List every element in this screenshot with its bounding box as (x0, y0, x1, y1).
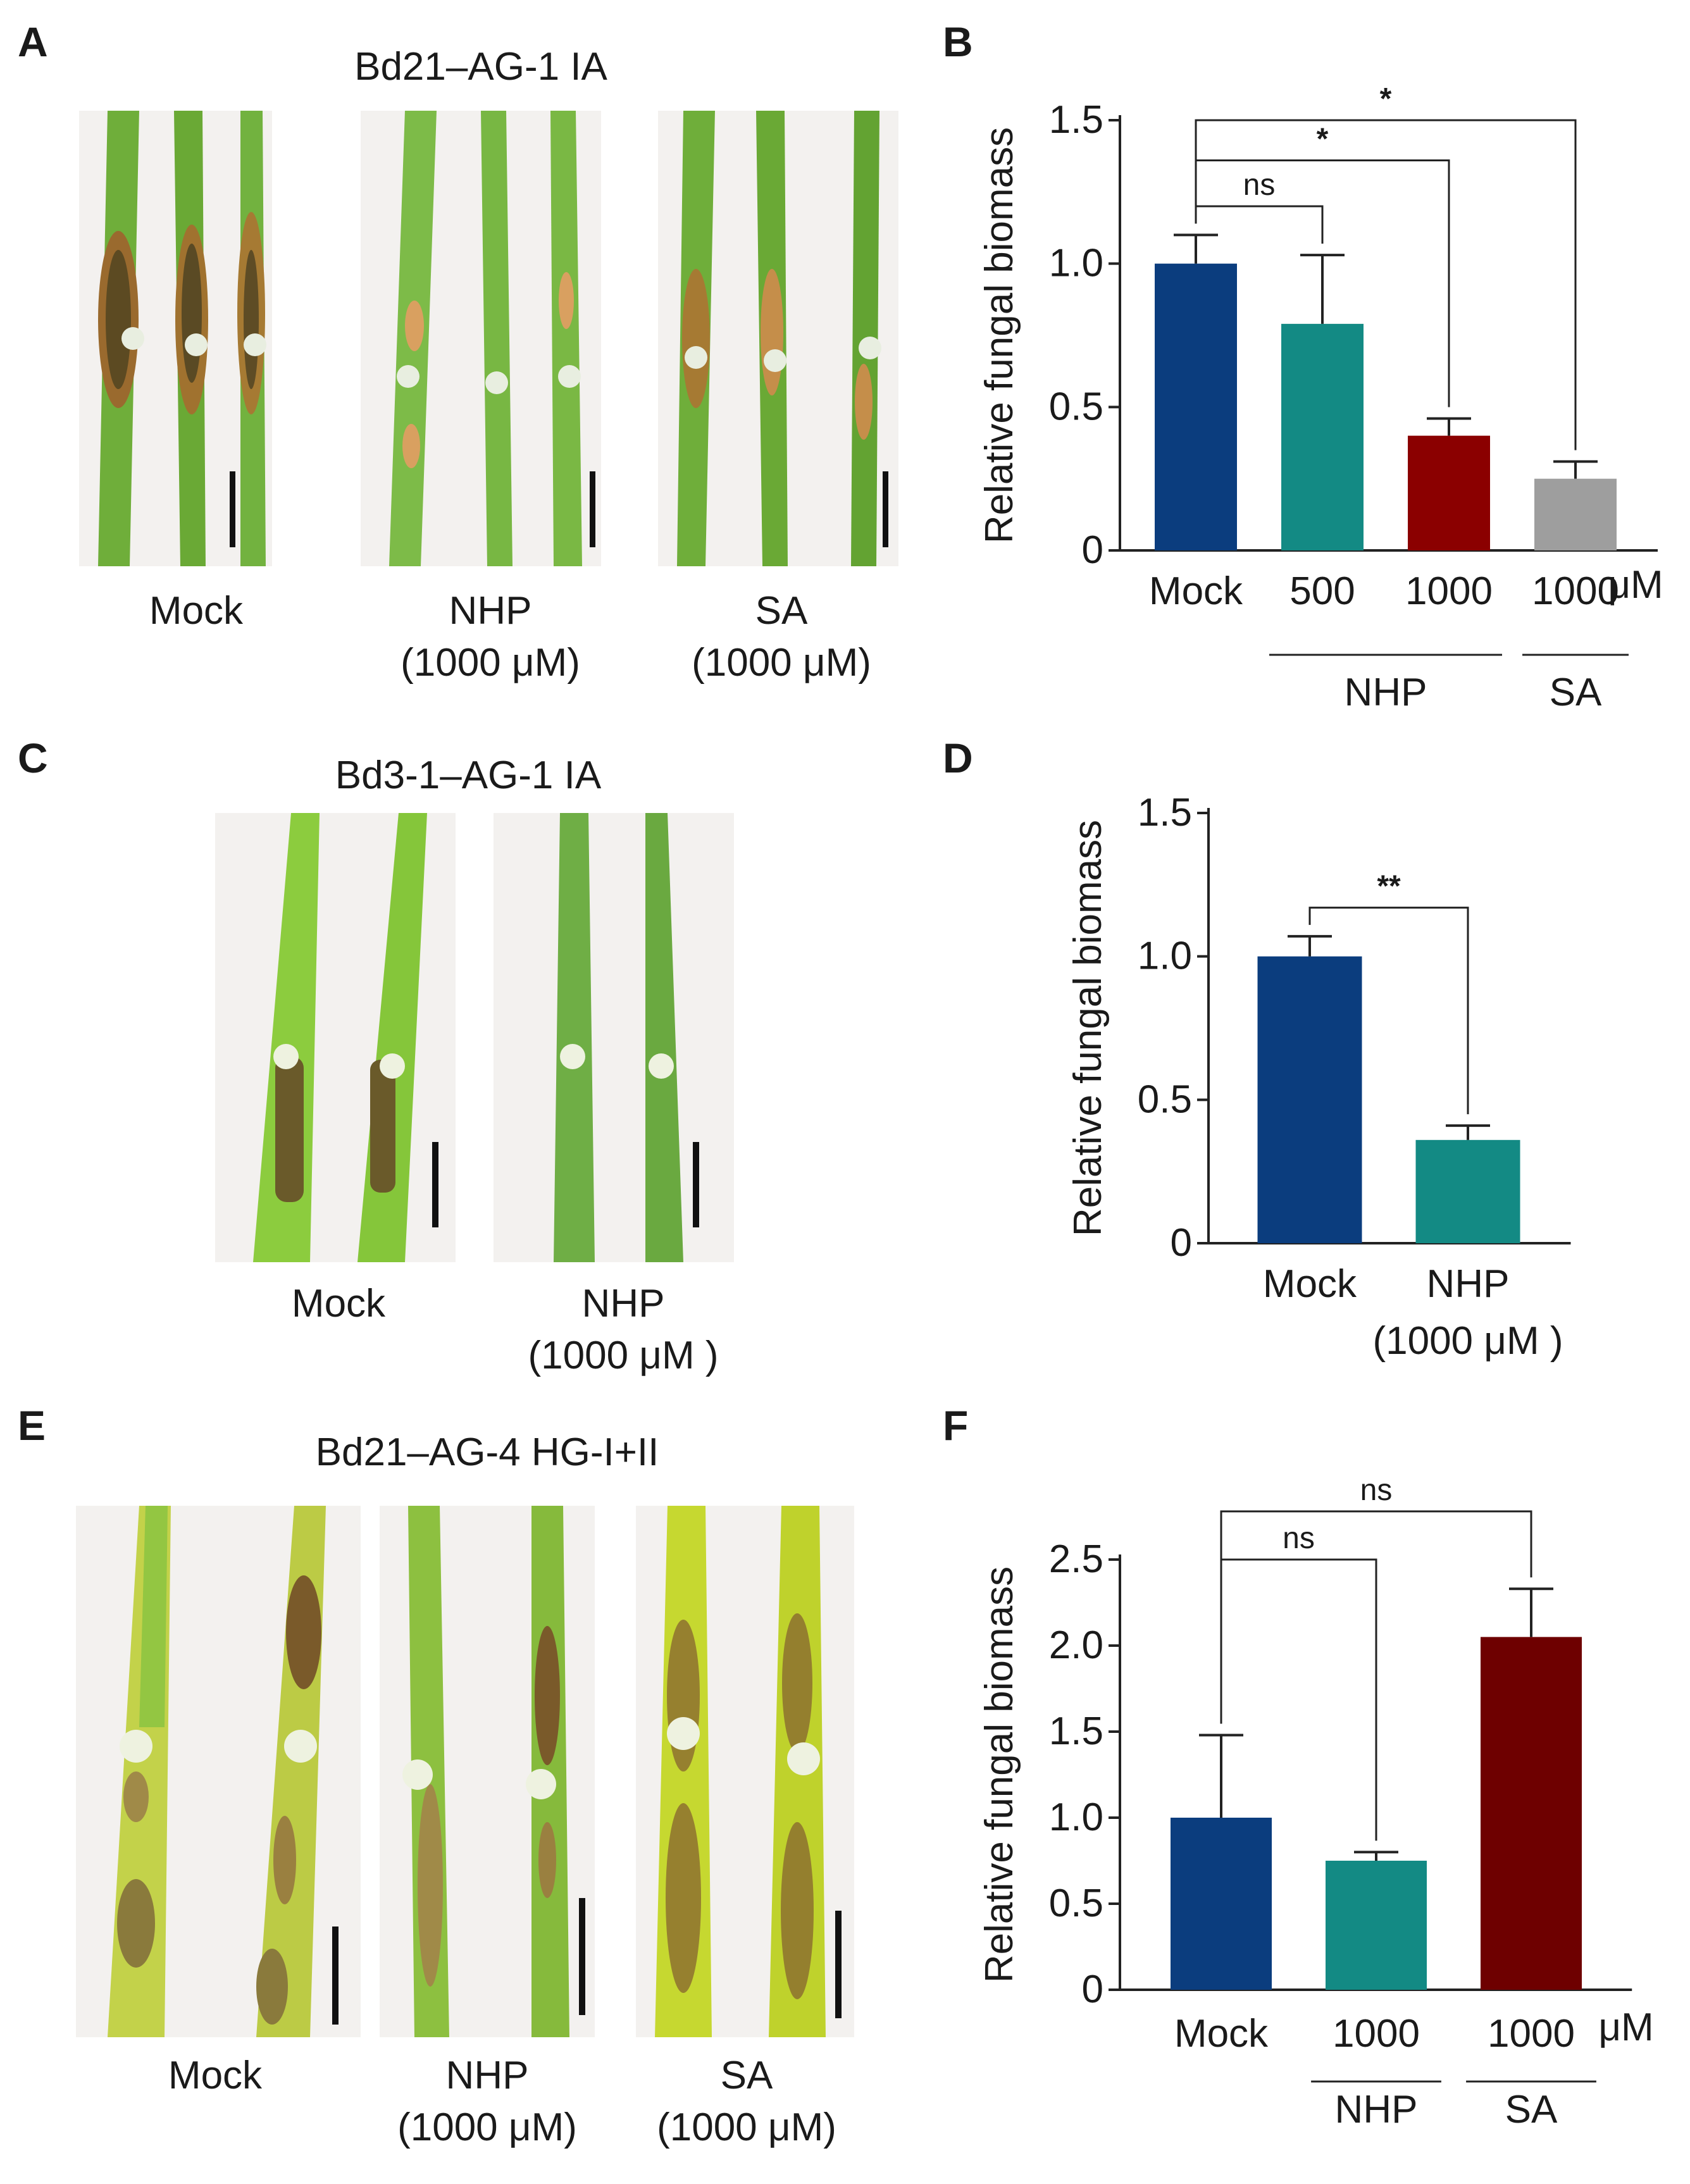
chart-d-category-label: NHP (1427, 1262, 1510, 1306)
panel-label-b: B (943, 18, 973, 65)
chart-b-category-label: 1000 (1532, 569, 1619, 613)
chart-f-category-label: 1000 (1333, 2012, 1420, 2056)
chart-b-significance-label: ns (1243, 168, 1276, 202)
chart-f-category-label: 1000 (1488, 2012, 1575, 2056)
chart-d-ylabel: Relative fungal biomass (1066, 820, 1110, 1236)
caption-e-nhp-line2: (1000 μM) (397, 2106, 577, 2149)
chart-f-ytick-label: 0.5 (1049, 1882, 1103, 1925)
chart-f-ytick-label: 2.5 (1049, 1537, 1103, 1581)
chart-b-unit-label: μM (1608, 563, 1663, 607)
panel-label-f: F (943, 1402, 969, 1449)
photo-a-sa (658, 111, 898, 566)
chart-f-ytick-label: 1.5 (1049, 1709, 1103, 1753)
photo-a-nhp (361, 111, 601, 566)
chart-b-ytick-label: 0.5 (1049, 385, 1103, 428)
caption-a-mock: Mock (149, 585, 243, 637)
chart-b-significance-label: * (1380, 82, 1392, 116)
photo-e-nhp (380, 1506, 595, 2037)
caption-e-nhp-line1: NHP (445, 2054, 529, 2097)
chart-b-ytick-label: 1.5 (1049, 98, 1103, 142)
caption-c-nhp: NHP (1000 μM ) (528, 1278, 718, 1382)
chart-b-category-label: 500 (1289, 569, 1355, 613)
chart-b-category-label: 1000 (1405, 569, 1493, 613)
chart-d-category-sublabel: (1000 μM ) (1372, 1319, 1563, 1363)
chart-b-category-label: Mock (1149, 569, 1243, 613)
photo-e-sa (636, 1506, 854, 2037)
chart-b-significance-label: * (1317, 122, 1329, 156)
chart-f-bar (1326, 1861, 1427, 1990)
chart-d-ytick-label: 0.5 (1138, 1077, 1192, 1121)
chart-f-significance-label: ns (1360, 1474, 1393, 1507)
caption-e-sa-line1: SA (720, 2054, 773, 2097)
chart-d-significance-bracket (1308, 907, 1469, 1115)
chart-f-bar (1481, 1637, 1582, 1990)
caption-a-sa-line1: SA (755, 589, 808, 633)
chart-b-ytick-label: 0 (1082, 528, 1103, 572)
chart-b-bar (1281, 323, 1364, 550)
caption-c-nhp-line2: (1000 μM ) (528, 1334, 719, 1377)
chart-d-ytick-label: 1.5 (1138, 791, 1192, 835)
chart-d-ytick-label: 1.0 (1138, 934, 1192, 978)
chart-b-bar (1408, 435, 1490, 550)
chart-f-ytick-label: 0 (1082, 1968, 1103, 2011)
caption-e-mock-line1: Mock (168, 2054, 263, 2097)
chart-d-category-label: Mock (1263, 1262, 1357, 1306)
chart-f-category-label: Mock (1174, 2012, 1269, 2056)
chart-f-significance-label: ns (1283, 1522, 1315, 1555)
photo-c-mock (215, 813, 456, 1262)
photo-c-nhp (494, 813, 734, 1262)
chart-b-significance-bracket (1195, 205, 1324, 244)
photo-a-mock (79, 111, 272, 566)
chart-f-group-label: NHP (1335, 2088, 1418, 2131)
chart-f-group-label: SA (1505, 2088, 1558, 2131)
chart-f-ytick-label: 2.0 (1049, 1623, 1103, 1667)
chart-b-significance-bracket (1195, 119, 1577, 450)
chart-b-group-label: NHP (1345, 671, 1427, 714)
chart-b-bar (1155, 263, 1237, 550)
caption-e-mock: Mock (168, 2050, 262, 2102)
caption-a-nhp-line1: NHP (449, 589, 532, 633)
caption-c-mock-line1: Mock (291, 1282, 386, 1325)
chart-d-bar (1257, 956, 1362, 1243)
caption-e-nhp: NHP (1000 μM) (397, 2050, 577, 2154)
chart-d-bar (1415, 1139, 1520, 1243)
chart-f-unit-label: μM (1598, 2006, 1653, 2049)
chart-d-ytick-label: 0 (1171, 1221, 1192, 1265)
chart-f-significance-bracket (1220, 1510, 1532, 1724)
chart-b-ylabel: Relative fungal biomass (978, 127, 1021, 543)
panel-e-title: Bd21–AG-4 HG-I+II (315, 1430, 659, 1474)
photo-e-mock (76, 1506, 361, 2037)
chart-d-significance-label: ** (1377, 870, 1401, 903)
chart-f-bar (1171, 1818, 1272, 1990)
caption-a-sa-line2: (1000 μM) (692, 641, 871, 685)
chart-f-ytick-label: 1.0 (1049, 1796, 1103, 1839)
chart-b-ytick-label: 1.0 (1049, 242, 1103, 285)
caption-e-sa: SA (1000 μM) (657, 2050, 836, 2154)
caption-a-nhp-line2: (1000 μM) (401, 641, 580, 685)
panel-a-title: Bd21–AG-1 IA (354, 45, 607, 89)
chart-f-significance-bracket (1220, 1558, 1377, 1841)
chart-f-ylabel: Relative fungal biomass (978, 1567, 1021, 1983)
caption-c-nhp-line1: NHP (581, 1282, 665, 1325)
caption-a-sa: SA (1000 μM) (692, 585, 871, 689)
panel-label-a: A (18, 18, 48, 65)
caption-a-mock-line1: Mock (149, 589, 244, 633)
caption-e-sa-line2: (1000 μM) (657, 2106, 836, 2149)
panel-label-d: D (943, 735, 973, 781)
caption-a-nhp: NHP (1000 μM) (401, 585, 580, 689)
panel-label-e: E (18, 1402, 46, 1449)
chart-b-group-label: SA (1550, 671, 1602, 714)
panel-label-c: C (18, 735, 48, 781)
caption-c-mock: Mock (292, 1278, 385, 1330)
panel-c-title: Bd3-1–AG-1 IA (335, 754, 602, 797)
chart-b-bar (1534, 478, 1617, 550)
